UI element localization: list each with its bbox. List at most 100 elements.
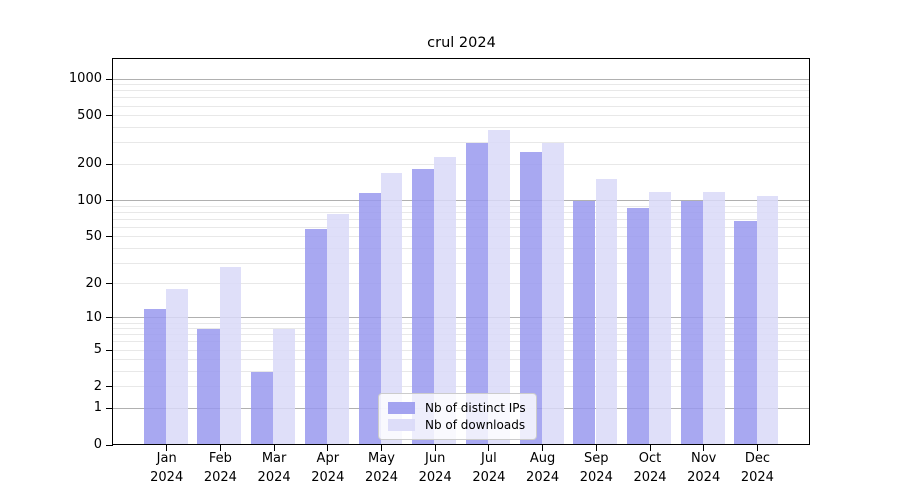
legend-label-distinct-ips: Nb of distinct IPs bbox=[425, 400, 526, 415]
bar-downloads bbox=[649, 192, 671, 445]
bar-distinct-ips bbox=[465, 143, 489, 445]
y-tick-label: 2 bbox=[93, 378, 102, 394]
gridline-minor bbox=[113, 142, 810, 144]
gridline-minor bbox=[113, 283, 810, 285]
x-tick-mark bbox=[434, 445, 436, 451]
gridline-minor bbox=[113, 105, 810, 107]
bar-downloads bbox=[380, 172, 403, 445]
bar-distinct-ips bbox=[197, 328, 220, 445]
y-tick-mark bbox=[106, 163, 113, 165]
x-tick-label: Nov 2024 bbox=[687, 451, 721, 485]
y-tick-label: 10 bbox=[85, 309, 102, 325]
x-tick-mark bbox=[381, 445, 382, 451]
y-tick-mark bbox=[106, 115, 113, 117]
gridline-minor bbox=[113, 84, 810, 86]
gridline-minor bbox=[113, 262, 810, 264]
x-tick-mark bbox=[327, 445, 329, 451]
y-tick-label: 100 bbox=[77, 192, 102, 208]
gridline-minor bbox=[113, 236, 810, 238]
bar-distinct-ips bbox=[143, 309, 166, 445]
y-tick-label: 1000 bbox=[68, 71, 102, 86]
x-tick-mark bbox=[595, 445, 597, 451]
y-tick-label: 5 bbox=[93, 342, 102, 358]
bar-downloads bbox=[219, 266, 242, 445]
x-tick-label: Dec 2024 bbox=[740, 451, 774, 485]
y-tick-label: 20 bbox=[85, 275, 102, 291]
gridline-minor bbox=[113, 97, 810, 99]
gridline-major bbox=[113, 78, 810, 80]
x-tick-label: Apr 2024 bbox=[311, 451, 345, 485]
gridline-minor bbox=[113, 205, 810, 207]
bar-distinct-ips bbox=[519, 151, 542, 445]
gridline-minor bbox=[113, 126, 810, 128]
y-tick-label: 0 bbox=[93, 437, 102, 452]
bar-distinct-ips bbox=[358, 192, 381, 445]
bar-distinct-ips bbox=[627, 208, 650, 445]
y-tick-mark bbox=[106, 407, 113, 409]
gridline-minor bbox=[113, 226, 810, 228]
x-tick-label: Feb 2024 bbox=[203, 451, 237, 485]
x-tick-label: Aug 2024 bbox=[526, 451, 560, 485]
gridline-minor bbox=[113, 211, 810, 213]
x-tick-label: Mar 2024 bbox=[257, 451, 291, 485]
y-tick-mark bbox=[106, 78, 113, 80]
gridline-minor bbox=[113, 218, 810, 220]
gridline-minor bbox=[113, 386, 810, 388]
bar-downloads bbox=[434, 156, 457, 445]
bar-distinct-ips bbox=[734, 220, 757, 445]
bar-distinct-ips bbox=[573, 200, 596, 445]
y-tick-mark bbox=[106, 200, 113, 201]
y-tick-mark bbox=[106, 444, 113, 446]
bar-distinct-ips bbox=[304, 228, 327, 445]
gridline-minor bbox=[113, 90, 810, 92]
bar-downloads bbox=[488, 130, 510, 445]
gridline-minor bbox=[113, 349, 810, 351]
x-tick-mark bbox=[488, 445, 490, 451]
x-tick-label: Jan 2024 bbox=[150, 451, 184, 485]
x-tick-label: May 2024 bbox=[364, 451, 399, 485]
x-tick-mark bbox=[649, 445, 651, 451]
y-tick-mark bbox=[106, 283, 113, 285]
gridline-minor bbox=[113, 115, 810, 117]
bar-distinct-ips bbox=[412, 169, 435, 445]
bar-downloads bbox=[595, 179, 618, 445]
bar-distinct-ips bbox=[680, 201, 703, 445]
y-tick-mark bbox=[106, 317, 113, 319]
bar-downloads bbox=[756, 196, 779, 445]
y-tick-mark bbox=[106, 386, 113, 388]
gridline-minor bbox=[113, 322, 810, 324]
legend-swatch-distinct-ips bbox=[388, 401, 415, 414]
legend-row-distinct-ips: Nb of distinct IPs bbox=[388, 399, 526, 416]
x-tick-mark bbox=[273, 445, 275, 451]
y-tick-label: 1 bbox=[93, 400, 102, 416]
gridline-minor bbox=[113, 359, 810, 361]
bar-downloads bbox=[273, 328, 296, 445]
gridline-minor bbox=[113, 334, 810, 336]
y-tick-label: 500 bbox=[77, 107, 102, 123]
bar-downloads bbox=[165, 289, 188, 445]
gridline-minor bbox=[113, 247, 810, 249]
x-tick-label: Jun 2024 bbox=[418, 451, 452, 485]
y-tick-label: 200 bbox=[77, 156, 102, 172]
x-tick-mark bbox=[756, 445, 758, 451]
bar-downloads bbox=[327, 214, 349, 445]
bar-distinct-ips bbox=[251, 371, 274, 445]
gridline-minor bbox=[113, 371, 810, 373]
legend-swatch-downloads bbox=[388, 418, 415, 431]
bar-downloads bbox=[541, 142, 564, 445]
legend-row-downloads: Nb of downloads bbox=[388, 416, 526, 433]
legend: Nb of distinct IPs Nb of downloads bbox=[378, 393, 537, 440]
x-tick-mark bbox=[219, 445, 221, 451]
x-tick-label: Sep 2024 bbox=[579, 451, 613, 485]
y-tick-label: 50 bbox=[85, 228, 102, 244]
gridline-minor bbox=[113, 163, 810, 165]
gridline-minor bbox=[113, 341, 810, 343]
y-tick-mark bbox=[106, 349, 113, 351]
gridline-major bbox=[113, 317, 810, 319]
x-tick-mark bbox=[166, 445, 168, 451]
gridline-minor bbox=[113, 328, 810, 330]
x-tick-label: Oct 2024 bbox=[633, 451, 667, 485]
gridline-major bbox=[113, 200, 810, 201]
x-tick-mark bbox=[703, 445, 705, 451]
